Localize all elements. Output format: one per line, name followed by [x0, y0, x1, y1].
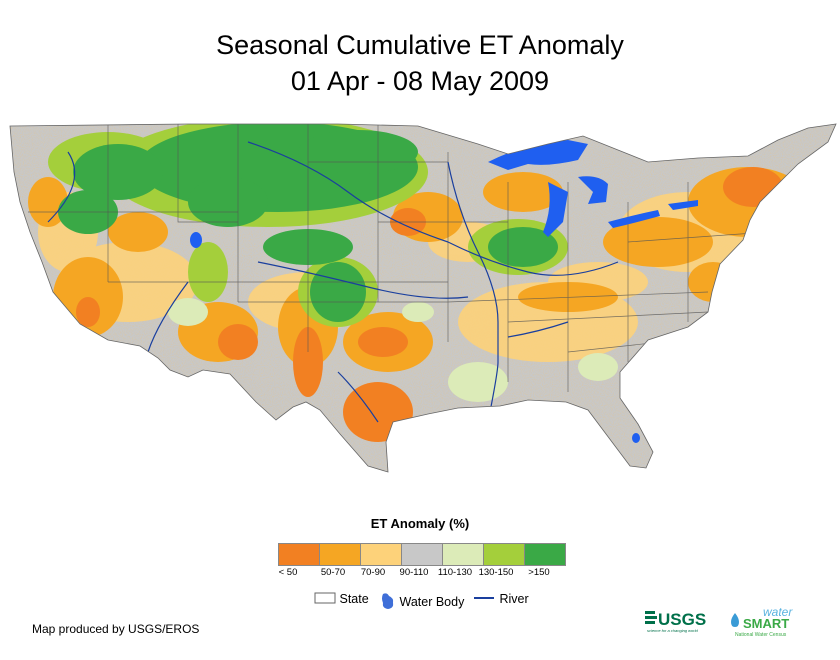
legend-labels: < 50 50-70 70-90 90-110 110-130 130-150 …: [278, 567, 568, 581]
water-body-icon: [382, 593, 394, 609]
legend-label: 50-70: [320, 567, 346, 578]
watersmart-logo: water SMART National Water Census: [731, 605, 793, 638]
usgs-tagline: science for a changing world: [647, 628, 698, 633]
legend-swatch: [279, 544, 320, 565]
legend-swatch: [443, 544, 484, 565]
legend-label: < 50: [278, 567, 298, 578]
legend-label: 90-110: [399, 567, 429, 578]
map-title: Seasonal Cumulative ET Anomaly: [216, 30, 624, 60]
legend-swatch: [484, 544, 525, 565]
map-date-range: 01 Apr - 08 May 2009: [290, 66, 550, 96]
legend-key-water: Water Body: [380, 592, 464, 610]
legend-key-state: State: [314, 592, 369, 606]
lake-superior: [488, 140, 588, 170]
state-borders: [28, 124, 769, 392]
legend-key-river: River: [474, 592, 529, 606]
lake-huron: [578, 176, 608, 204]
map-credit: Map produced by USGS/EROS: [32, 622, 200, 636]
legend-label: 70-90: [360, 567, 386, 578]
legend-label: >150: [528, 567, 550, 578]
et-zone-110-130: [168, 298, 618, 402]
usgs-wordmark: USGS: [658, 610, 706, 629]
state-outline-icon: [314, 592, 336, 604]
legend-swatch: [525, 544, 565, 565]
legend-key-water-label: Water Body: [399, 595, 465, 609]
lake-erie: [608, 210, 660, 228]
legend-label: 130-150: [478, 567, 514, 578]
legend-key-river-label: River: [499, 592, 529, 606]
water-bodies: [190, 140, 698, 443]
legend-label: 110-130: [437, 567, 473, 578]
lake-okeechobee: [632, 433, 640, 443]
agency-logos: USGS science for a changing world water …: [645, 605, 793, 638]
legend-color-ramp: [278, 543, 566, 566]
legend-swatch: [361, 544, 402, 565]
rivers: [47, 141, 619, 423]
river-line-icon: [474, 597, 494, 599]
smart-wordmark: SMART: [743, 616, 789, 631]
water-wordmark: water: [763, 605, 793, 619]
usgs-logo: USGS science for a changing world: [645, 610, 706, 633]
national-water-census: National Water Census: [735, 632, 787, 638]
et-zone-over-150: [58, 124, 558, 322]
legend-swatch: [402, 544, 443, 565]
legend-title: ET Anomaly (%): [370, 516, 470, 531]
lake-michigan: [543, 182, 568, 237]
legend-swatch: [320, 544, 361, 565]
legend-key-state-label: State: [339, 592, 369, 606]
et-anomaly-map: [9, 123, 837, 473]
great-salt-lake: [190, 232, 202, 248]
lake-ontario: [668, 200, 698, 210]
us-outline: [9, 123, 837, 473]
